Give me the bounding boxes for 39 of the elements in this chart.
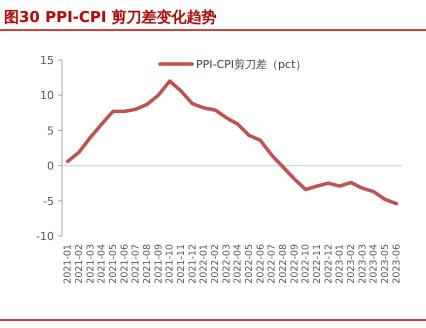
x-tick-label: 2022-06 xyxy=(255,244,266,284)
x-tick-label: 2023-05 xyxy=(380,244,391,284)
x-tick-label: 2023-04 xyxy=(368,244,380,284)
y-tick-label: 5 xyxy=(47,124,54,138)
y-tick-label: -10 xyxy=(36,230,54,243)
x-tick-label: 2021-10 xyxy=(164,244,176,284)
x-tick-label: 2021-09 xyxy=(153,244,164,284)
x-tick-label: 2021-07 xyxy=(130,244,142,284)
x-tick-label: 2022-03 xyxy=(221,244,232,284)
legend-label: PPI-CPI剪刀差（pct） xyxy=(196,58,306,71)
x-tick-label: 2021-11 xyxy=(176,244,187,284)
line-series xyxy=(66,79,398,206)
x-tick-label: 2022-09 xyxy=(289,244,300,284)
y-tick-label: 10 xyxy=(40,89,54,102)
x-tick-label: 2023-06 xyxy=(391,244,402,284)
x-tick-label: 2022-01 xyxy=(198,244,210,284)
x-tick-label: 2022-04 xyxy=(232,244,244,284)
x-tick-label: 2021-08 xyxy=(142,244,153,284)
x-tick-label: 2021-02 xyxy=(74,244,85,284)
y-tick-label: 15 xyxy=(40,54,54,67)
chart-title: 图30 PPI-CPI 剪刀差变化趋势 xyxy=(4,8,217,26)
x-tick-label: 2023-02 xyxy=(346,244,357,284)
x-tick-label: 2021-05 xyxy=(108,244,119,284)
x-tick-label: 2021-12 xyxy=(187,244,198,284)
x-tick-label: 2021-04 xyxy=(96,244,108,284)
x-tick-label: 2023-03 xyxy=(357,244,368,284)
x-tick-label: 2022-12 xyxy=(323,244,334,284)
y-tick-label: 0 xyxy=(47,160,54,173)
x-tick-label: 2021-03 xyxy=(85,244,96,284)
x-tick-label: 2022-10 xyxy=(300,244,312,284)
x-tick-label: 2022-07 xyxy=(266,244,278,284)
x-tick-label: 2021-06 xyxy=(119,244,130,284)
x-tick-label: 2022-05 xyxy=(244,244,255,284)
y-tick-label: -5 xyxy=(43,194,54,208)
x-tick-label: 2023-01 xyxy=(334,244,346,284)
x-tick-label: 2021-01 xyxy=(62,244,74,284)
x-tick-label: 2022-02 xyxy=(210,244,221,284)
x-tick-label: 2022-08 xyxy=(278,244,289,284)
x-tick-label: 2022-11 xyxy=(312,244,323,284)
